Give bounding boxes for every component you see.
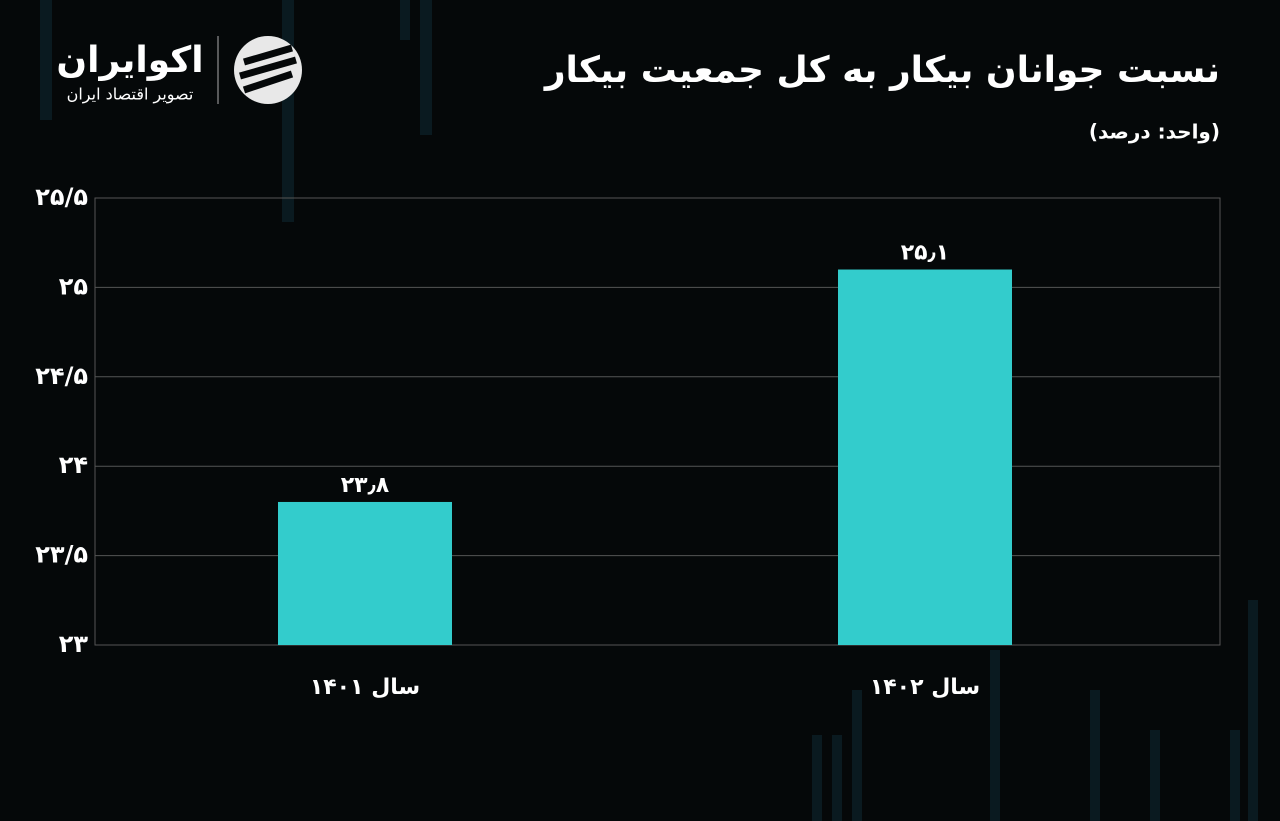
background-decoration xyxy=(40,0,1258,821)
chart-subtitle: (واحد: درصد) xyxy=(1089,120,1220,144)
y-tick-label: ۲۴/۵ xyxy=(35,362,88,390)
x-tick-label: سال ۱۴۰۱ xyxy=(310,675,420,700)
y-tick-label: ۲۵/۵ xyxy=(35,183,88,211)
brand-tagline: تصویر اقتصاد ایران xyxy=(67,85,194,105)
y-tick-label: ۲۳/۵ xyxy=(35,541,88,569)
x-tick-label: سال ۱۴۰۲ xyxy=(870,675,980,700)
brand-name: اکوایران xyxy=(56,40,203,81)
y-tick-label: ۲۴ xyxy=(59,451,88,479)
bar xyxy=(278,501,452,645)
y-tick-label: ۲۳ xyxy=(59,630,89,658)
y-tick-label: ۲۵ xyxy=(59,272,88,300)
value-label: ۲۳٫۸ xyxy=(341,473,390,498)
plot-frame xyxy=(94,197,1221,646)
value-label: ۲۵٫۱ xyxy=(901,241,950,266)
bar xyxy=(838,269,1012,645)
logo: اکوایران تصویر اقتصاد ایران xyxy=(56,36,302,105)
chart-title: نسبت جوانان بیکار به کل جمعیت بیکار xyxy=(543,50,1220,91)
